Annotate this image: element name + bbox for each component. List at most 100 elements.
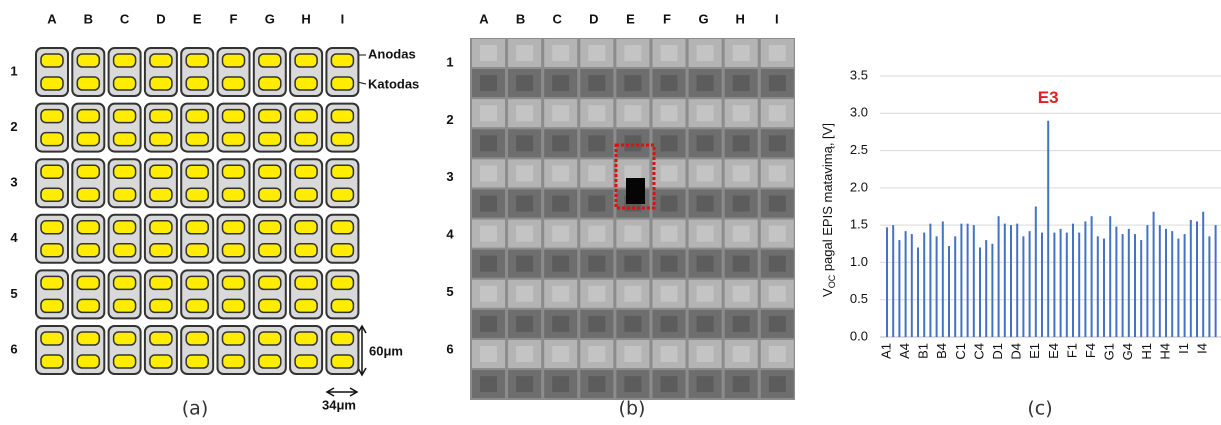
- row-label: 1: [10, 63, 17, 78]
- anode: [186, 276, 208, 289]
- x-tick-label: C1: [953, 343, 968, 360]
- cathode: [77, 244, 99, 257]
- cathode: [186, 244, 208, 257]
- cathode: [150, 299, 172, 312]
- cathode: [331, 188, 353, 201]
- bar: [929, 224, 931, 337]
- y-tick-label: 3.5: [850, 67, 868, 82]
- bar: [911, 234, 913, 337]
- anode: [331, 165, 353, 178]
- image-tile-core: [661, 105, 678, 121]
- bar: [1035, 207, 1037, 338]
- anode: [150, 54, 172, 67]
- column-label: E: [193, 11, 202, 26]
- anode: [223, 54, 245, 67]
- cathode: [186, 77, 208, 90]
- image-tile-core: [769, 316, 786, 332]
- annotation: E3: [1038, 88, 1059, 107]
- cathode: [331, 77, 353, 90]
- x-tick-label: D4: [1009, 343, 1024, 360]
- image-tile-core: [661, 135, 678, 151]
- anode: [259, 165, 281, 178]
- x-tick-label: E1: [1027, 343, 1042, 359]
- image-tile-core: [733, 75, 750, 91]
- anode: [41, 276, 63, 289]
- x-tick-label: E4: [1046, 343, 1061, 359]
- image-tile-core: [624, 316, 641, 332]
- anode: [41, 221, 63, 234]
- cathode: [186, 133, 208, 146]
- cathode: [259, 77, 281, 90]
- column-label: H: [736, 11, 745, 26]
- x-tick-label: B4: [934, 343, 949, 359]
- anode: [150, 110, 172, 123]
- image-tile-core: [552, 286, 569, 302]
- bar: [898, 240, 900, 337]
- bar: [1010, 225, 1012, 337]
- y-label-rest: pagal EPIS matavimą, [V]: [820, 123, 835, 275]
- bar: [1060, 229, 1062, 337]
- bar: [1072, 224, 1074, 337]
- bar: [1084, 221, 1086, 337]
- image-tile-core: [588, 75, 605, 91]
- y-tick-label: 1.0: [850, 254, 868, 269]
- image-tile-core: [697, 165, 714, 181]
- image-tile-core: [697, 226, 714, 242]
- anode: [150, 332, 172, 345]
- panel-c: VOC pagal EPIS matavimą, [V] (c) 0.00.51…: [820, 67, 1221, 419]
- image-tile-core: [661, 316, 678, 332]
- bar: [985, 240, 987, 337]
- image-tile-core: [624, 346, 641, 362]
- anode: [331, 110, 353, 123]
- column-label: A: [47, 11, 57, 26]
- cathode: [186, 188, 208, 201]
- bar: [1159, 225, 1161, 337]
- bar: [1097, 236, 1099, 337]
- bar: [1128, 229, 1130, 337]
- y-tick-label: 1.5: [850, 217, 868, 232]
- cathode: [223, 355, 245, 368]
- cathode: [150, 355, 172, 368]
- image-tile-core: [480, 135, 497, 151]
- cathode: [223, 188, 245, 201]
- bar: [1103, 239, 1105, 337]
- bar: [954, 236, 956, 337]
- bar: [1215, 225, 1217, 337]
- bar: [1184, 234, 1186, 337]
- anode-label: Anodas: [368, 46, 416, 61]
- cathode: [41, 299, 63, 312]
- image-tile-core: [480, 75, 497, 91]
- anode: [114, 332, 136, 345]
- anode: [331, 276, 353, 289]
- cathode: [77, 133, 99, 146]
- image-tile-core: [733, 135, 750, 151]
- image-tile-core: [552, 45, 569, 61]
- image-tile-core: [516, 196, 533, 212]
- anode: [77, 54, 99, 67]
- cathode: [331, 299, 353, 312]
- anode: [77, 221, 99, 234]
- x-tick-label: F4: [1083, 343, 1098, 358]
- bar: [942, 221, 944, 337]
- y-label-main: V: [820, 288, 835, 297]
- x-tick-label: A4: [897, 343, 912, 359]
- cathode-label: Katodas: [368, 76, 419, 91]
- anode: [295, 165, 317, 178]
- anode: [186, 54, 208, 67]
- bar: [1140, 240, 1142, 337]
- x-tick-label: F1: [1064, 343, 1079, 358]
- image-tile-core: [516, 165, 533, 181]
- image-tile-core: [661, 75, 678, 91]
- row-label: 6: [10, 341, 17, 356]
- image-tile-core: [552, 105, 569, 121]
- cathode: [331, 244, 353, 257]
- image-tile-core: [697, 376, 714, 392]
- image-tile-core: [661, 376, 678, 392]
- bar: [1122, 234, 1124, 337]
- anode: [186, 332, 208, 345]
- y-tick-label: 0.0: [850, 328, 868, 343]
- image-tile-core: [661, 346, 678, 362]
- cathode: [77, 77, 99, 90]
- image-tile-core: [480, 226, 497, 242]
- column-label: D: [589, 11, 598, 26]
